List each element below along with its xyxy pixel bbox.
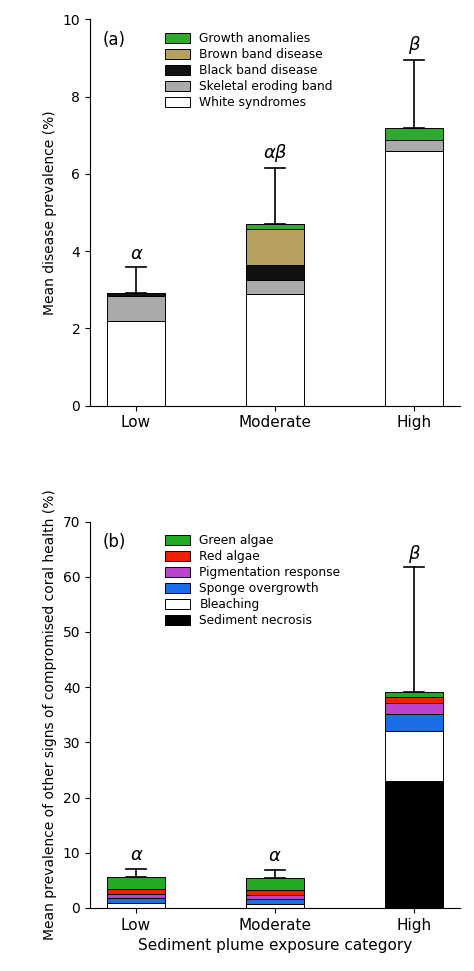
Bar	[384, 127, 443, 140]
Text: α: α	[130, 245, 142, 263]
Bar	[107, 903, 165, 908]
Bar	[246, 224, 304, 229]
Bar	[384, 140, 443, 151]
Text: (a): (a)	[103, 31, 126, 49]
Text: (b): (b)	[103, 533, 127, 552]
Bar	[384, 697, 443, 703]
Bar	[246, 894, 304, 899]
Bar	[384, 781, 443, 908]
Text: α: α	[130, 846, 142, 864]
Bar	[107, 295, 165, 320]
Legend: Growth anomalies, Brown band disease, Black band disease, Skeletal eroding band,: Growth anomalies, Brown band disease, Bl…	[163, 29, 335, 112]
Text: β: β	[408, 545, 419, 563]
Bar	[246, 229, 304, 265]
Y-axis label: Mean prevalence of other signs of compromised coral health (%): Mean prevalence of other signs of compro…	[43, 489, 57, 940]
Bar	[246, 281, 304, 293]
Bar	[107, 292, 165, 295]
Legend: Green algae, Red algae, Pigmentation response, Sponge overgrowth, Bleaching, Sed: Green algae, Red algae, Pigmentation res…	[163, 531, 343, 630]
Bar	[384, 151, 443, 406]
Text: α: α	[269, 847, 281, 865]
Bar	[107, 877, 165, 889]
Bar	[246, 265, 304, 281]
Bar	[246, 293, 304, 406]
Bar	[384, 731, 443, 781]
Bar	[384, 703, 443, 714]
Bar	[384, 691, 443, 697]
Bar	[384, 714, 443, 731]
Bar	[246, 879, 304, 890]
Bar	[107, 889, 165, 894]
Bar	[246, 899, 304, 904]
Y-axis label: Mean disease prevalence (%): Mean disease prevalence (%)	[43, 111, 57, 315]
Bar	[107, 320, 165, 406]
Bar	[246, 904, 304, 908]
Bar	[107, 894, 165, 898]
Bar	[246, 890, 304, 894]
Bar	[107, 898, 165, 903]
Text: αβ: αβ	[263, 145, 287, 162]
Text: β: β	[408, 36, 419, 54]
X-axis label: Sediment plume exposure category: Sediment plume exposure category	[138, 938, 412, 954]
